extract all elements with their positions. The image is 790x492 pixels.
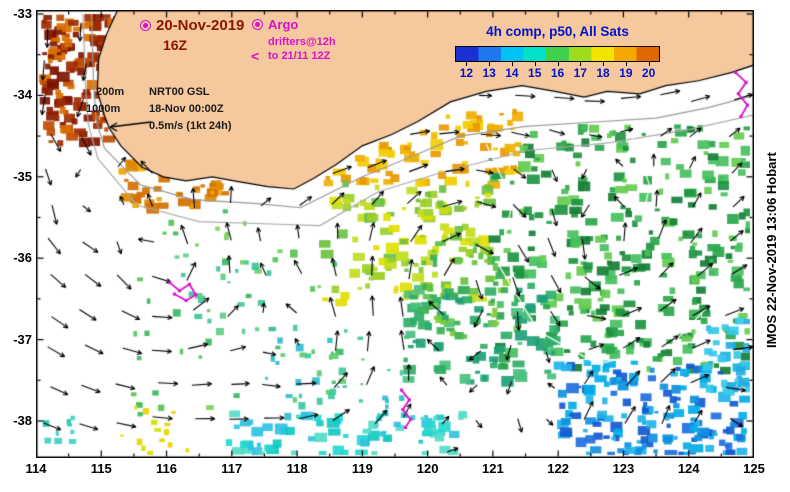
- argo-direction-icon: <: [251, 48, 260, 64]
- x-axis-tick-label: 120: [416, 461, 439, 476]
- drifter-position-icon: [140, 20, 151, 31]
- map-plot-area: 20-Nov-2019 16Z Argo drifters@12h to 21/…: [36, 10, 754, 458]
- colorbar-tick-label: 13: [482, 66, 496, 80]
- model-name-label: NRT00 GSL: [149, 86, 210, 98]
- argo-legend-title: Argo: [268, 17, 299, 32]
- model-time-label: 18-Nov 00:00Z: [149, 103, 224, 115]
- colorbar-tick-label: 18: [596, 66, 610, 80]
- argo-drifter-icon: [252, 19, 263, 30]
- colorbar-tick-mark: [534, 61, 536, 66]
- x-axis-tick-label: 116: [156, 461, 178, 476]
- colorbar-tick-label: 12: [459, 66, 474, 80]
- y-axis-tick-label: -35: [13, 168, 32, 184]
- x-axis-tick-label: 123: [612, 461, 635, 476]
- colorbar-tick-mark: [580, 61, 582, 66]
- x-axis-tick-label: 118: [286, 461, 308, 476]
- y-axis-tick-label: -33: [13, 6, 32, 21]
- imos-credit: IMOS 22-Nov-2019 13:06 Hobart: [764, 152, 779, 348]
- x-axis-tick-label: 115: [90, 461, 112, 476]
- y-axis-tick-label: -34: [13, 87, 32, 103]
- argo-legend-line1: drifters@12h: [268, 36, 336, 48]
- colorbar-tick-label: 19: [619, 66, 633, 80]
- y-axis-tick-label: -37: [13, 331, 32, 347]
- colorbar-tick-mark: [625, 61, 627, 66]
- velocity-scale-label: 0.5m/s (1kt 24h): [149, 120, 232, 132]
- isobath-200m-label: 200m: [96, 86, 125, 98]
- colorbar-tick-mark: [648, 61, 650, 66]
- colorbar-tick-mark: [466, 61, 468, 66]
- map-canvas: [36, 10, 754, 458]
- colorbar-tick-label: 15: [528, 66, 542, 80]
- map-date-label: 20-Nov-2019: [156, 17, 245, 34]
- y-axis-tick-label: -38: [13, 413, 32, 428]
- x-axis-tick-label: 122: [547, 461, 569, 476]
- x-axis-tick-label: 114: [25, 461, 47, 476]
- x-axis-tick-label: 125: [743, 461, 765, 476]
- colorbar-labels: 12 13 14 15 16 17 18 19 20: [455, 66, 660, 80]
- colorbar-tick-mark: [603, 61, 605, 66]
- composite-title: 4h comp, p50, All Sats: [486, 24, 629, 39]
- colorbar-tick-mark: [511, 61, 513, 66]
- argo-legend-line2: to 21/11 12Z: [268, 50, 331, 62]
- x-axis-tick-label: 124: [677, 461, 700, 476]
- isobath-1000m-label: 1000m: [86, 103, 121, 115]
- colorbar-tick-label: 20: [641, 66, 656, 80]
- y-axis-tick-label: -36: [13, 250, 32, 266]
- colorbar-tick-mark: [489, 61, 491, 66]
- colorbar-tick-label: 17: [573, 66, 587, 80]
- x-axis-tick-label: 117: [221, 461, 243, 476]
- argo-legend: Argo: [252, 17, 298, 32]
- x-axis-tick-label: 121: [482, 461, 504, 476]
- colorbar-tick-label: 16: [550, 66, 565, 80]
- colorbar-ticks: [455, 61, 660, 66]
- map-date-block: 20-Nov-2019: [140, 17, 244, 34]
- map-time-label: 16Z: [162, 37, 188, 53]
- colorbar-tick-mark: [557, 61, 559, 66]
- colorbar-tick-label: 14: [505, 66, 519, 80]
- x-axis-tick-label: 119: [351, 461, 373, 476]
- temperature-colorbar: [455, 46, 660, 62]
